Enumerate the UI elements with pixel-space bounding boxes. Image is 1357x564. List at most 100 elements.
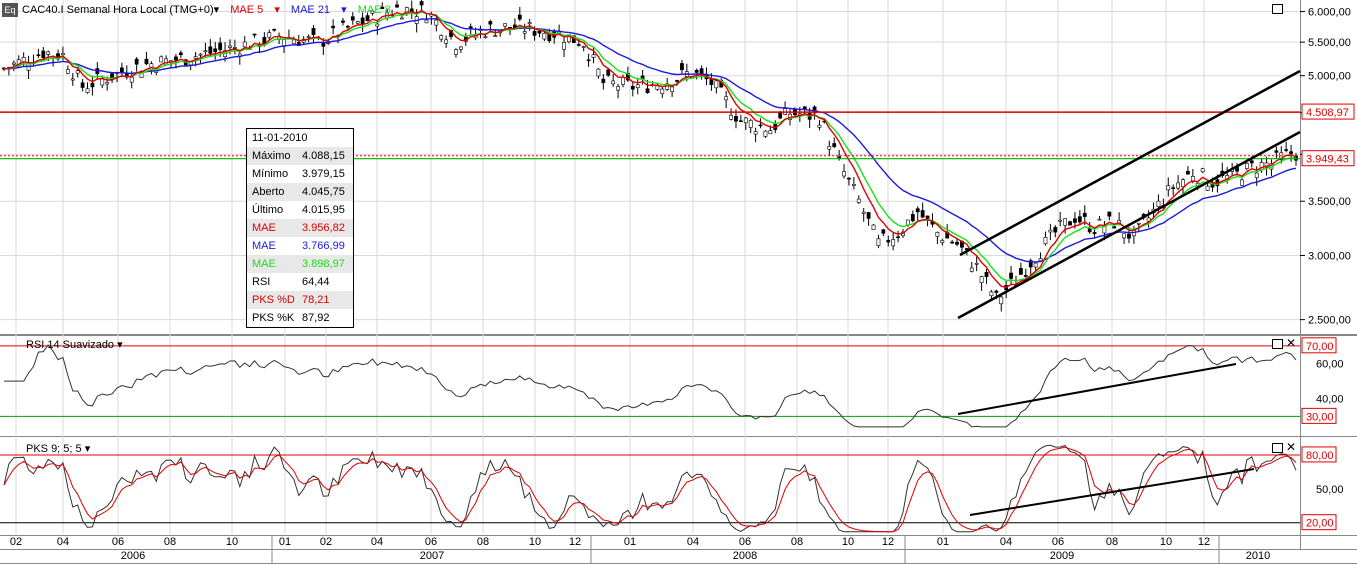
candle-body — [984, 271, 989, 278]
candle-body — [969, 267, 974, 272]
maximize-icon[interactable] — [1272, 4, 1283, 14]
y-tick-label: 2.500,00 — [1308, 315, 1351, 327]
info-key: RSI — [252, 276, 271, 288]
candle-body — [139, 70, 144, 79]
candle-body — [1028, 260, 1033, 268]
price-label-resistance-box — [1301, 103, 1355, 120]
rsi-label-70-box — [1301, 337, 1337, 354]
candle-body — [1181, 179, 1185, 187]
candle-body — [178, 52, 183, 56]
candle-body — [198, 53, 203, 56]
candle-body — [174, 56, 178, 61]
candle-body — [989, 291, 994, 297]
candle-body — [1043, 237, 1048, 245]
candle-body — [896, 236, 900, 239]
candle-body — [311, 28, 316, 35]
pks-panel-title[interactable]: PKS 9; 5; 5 ▾ — [26, 443, 91, 455]
chart-title[interactable]: CAC40.I Semanal Hora Local (TMG+0) — [22, 4, 214, 16]
pks-label-20-box — [1301, 514, 1337, 531]
candle-body — [144, 58, 149, 65]
candle-body — [1023, 275, 1028, 277]
candle-body — [517, 14, 522, 20]
candle-body — [341, 20, 345, 23]
candle-body — [208, 46, 213, 54]
info-value: 4.015,95 — [302, 204, 345, 216]
candle-body — [213, 48, 218, 52]
candle-body — [267, 32, 272, 38]
rsi-maximize-icon[interactable] — [1272, 339, 1283, 349]
candle-body — [1053, 227, 1058, 233]
info-box: 11-01-2010 Máximo 4.088,15 Mínimo 3.979,15 A… — [246, 128, 354, 328]
candle-body — [655, 85, 660, 90]
candle-body — [1171, 187, 1176, 189]
info-key: MAE — [252, 222, 276, 234]
info-key: PKS %D — [252, 294, 295, 306]
x-tick-month: 12 — [569, 536, 581, 548]
candle-body — [80, 82, 85, 88]
candle-body — [1058, 219, 1063, 222]
candle-body — [630, 85, 635, 90]
info-value: 4.045,75 — [302, 186, 345, 198]
info-key: MAE — [252, 258, 276, 270]
candle-body — [935, 232, 940, 237]
candle-body — [542, 32, 547, 40]
candle-body — [910, 214, 915, 222]
candle-body — [1033, 262, 1038, 268]
rsi-panel-title[interactable]: RSI 14 Suavizado ▾ — [26, 339, 123, 351]
candle-body — [252, 33, 257, 36]
pks-maximize-icon[interactable] — [1272, 443, 1283, 453]
candle-body — [768, 130, 773, 135]
candle-body — [1254, 172, 1259, 178]
info-row: MAE 3.898,97 — [247, 255, 353, 273]
candle-body — [601, 78, 606, 84]
price-label-last-box — [1301, 150, 1355, 167]
symbol-icon[interactable]: Eq — [2, 3, 18, 17]
candle-body — [1284, 149, 1289, 151]
candle-body — [675, 80, 679, 82]
candle-body — [1156, 200, 1161, 208]
candle-body — [1112, 226, 1117, 229]
legend-mae5[interactable]: MAE 5 ▾ — [230, 4, 280, 16]
pks-close-icon[interactable]: ✕ — [1286, 440, 1297, 454]
candle-body — [65, 69, 70, 74]
candle-body — [41, 50, 46, 59]
info-value: 4.088,15 — [302, 150, 345, 162]
candle-body — [871, 224, 876, 230]
x-tick-month: 08 — [791, 536, 803, 548]
info-value: 87,92 — [302, 312, 330, 324]
candle-body — [753, 131, 758, 135]
candle-body — [70, 78, 75, 81]
rsi-y-tick: 60,00 — [1316, 358, 1344, 370]
candle-body — [1274, 150, 1279, 153]
info-key: Mínimo — [252, 168, 289, 180]
candle-body — [743, 117, 748, 124]
y-tick-label: 6.000,00 — [1308, 7, 1351, 19]
candle-body — [46, 51, 51, 55]
info-row: PKS %K 87,92 — [247, 309, 353, 327]
x-tick-month: 06 — [112, 536, 124, 548]
info-value: 64,44 — [302, 276, 330, 288]
candle-body — [355, 21, 360, 24]
candle-body — [581, 46, 586, 48]
candle-body — [851, 184, 856, 186]
candle-body — [1097, 218, 1102, 221]
candle-body — [940, 240, 945, 243]
candle-body — [758, 124, 763, 127]
candle-body — [876, 238, 881, 246]
candle-body — [817, 124, 822, 128]
legend-mae8[interactable]: MAE 8 — [357, 4, 391, 16]
info-key: PKS %K — [252, 312, 295, 324]
candle-body — [321, 42, 326, 47]
candle-body — [979, 276, 984, 284]
candle-body — [1190, 176, 1195, 182]
legend-mae21[interactable]: MAE 21 ▾ — [290, 4, 347, 16]
candle-body — [370, 10, 375, 14]
mae8-line — [3, 11, 1297, 282]
candle-body — [522, 31, 527, 34]
x-tick-year: 2006 — [121, 550, 145, 562]
candle-body — [576, 44, 581, 46]
candle-body — [493, 35, 498, 37]
candle-body — [380, 6, 385, 9]
candle-body — [129, 76, 134, 83]
rsi-close-icon[interactable]: ✕ — [1286, 336, 1297, 350]
